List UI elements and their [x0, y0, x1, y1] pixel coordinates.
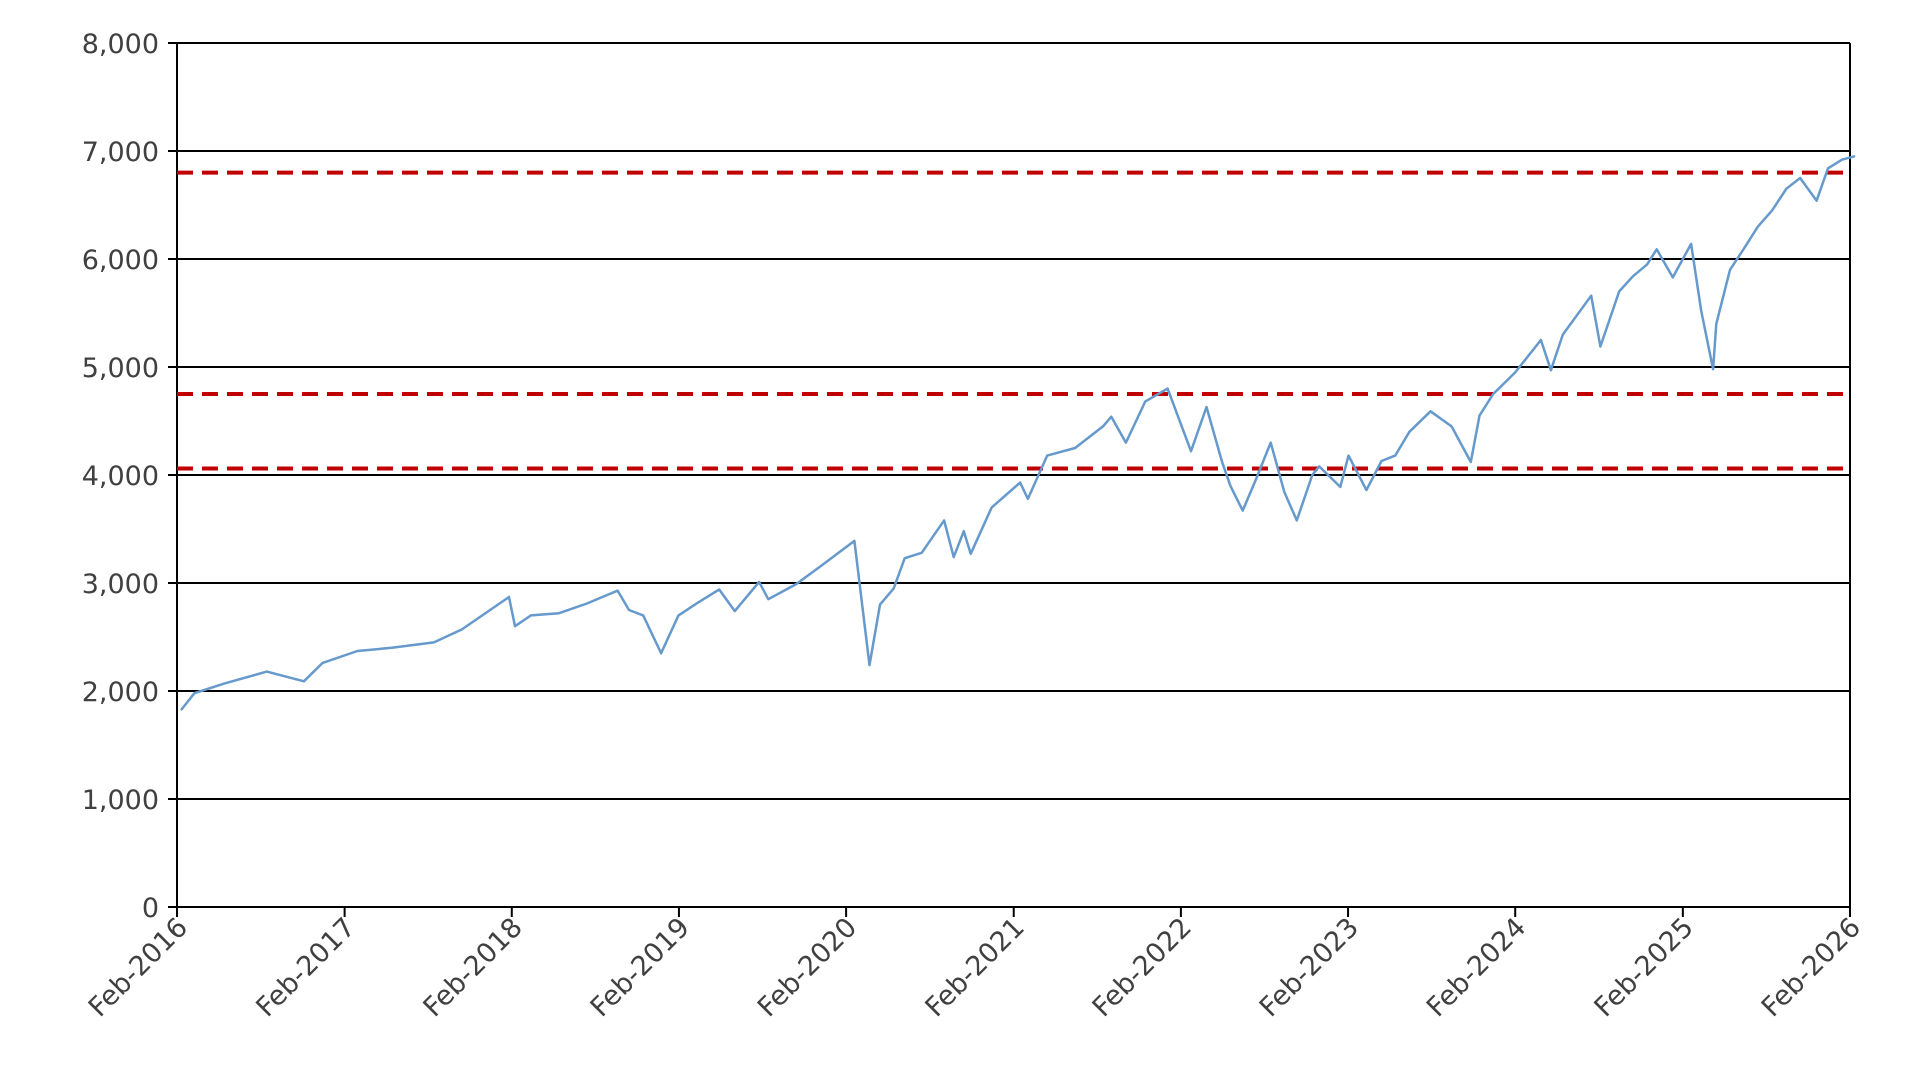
y-tick-label: 6,000	[82, 245, 159, 276]
axes	[168, 42, 1851, 917]
reference-lines	[177, 170, 1850, 471]
gridlines	[177, 42, 1850, 800]
y-tick-label: 5,000	[82, 353, 159, 384]
series-line	[180, 155, 1856, 711]
y-tick-label: 1,000	[82, 785, 159, 816]
y-tick-labels: 0 1,000 2,000 3,000 4,000 5,000 6,000 7,000 8,00…	[82, 29, 159, 924]
data-series	[180, 155, 1856, 711]
y-tick-label: 2,000	[82, 677, 159, 708]
y-tick-label: 4,000	[82, 461, 159, 492]
y-tick-label: 7,000	[82, 137, 159, 168]
y-tick-label: 3,000	[82, 569, 159, 600]
y-tick-label: 8,000	[82, 29, 159, 60]
y-tick-label: 0	[142, 893, 159, 924]
